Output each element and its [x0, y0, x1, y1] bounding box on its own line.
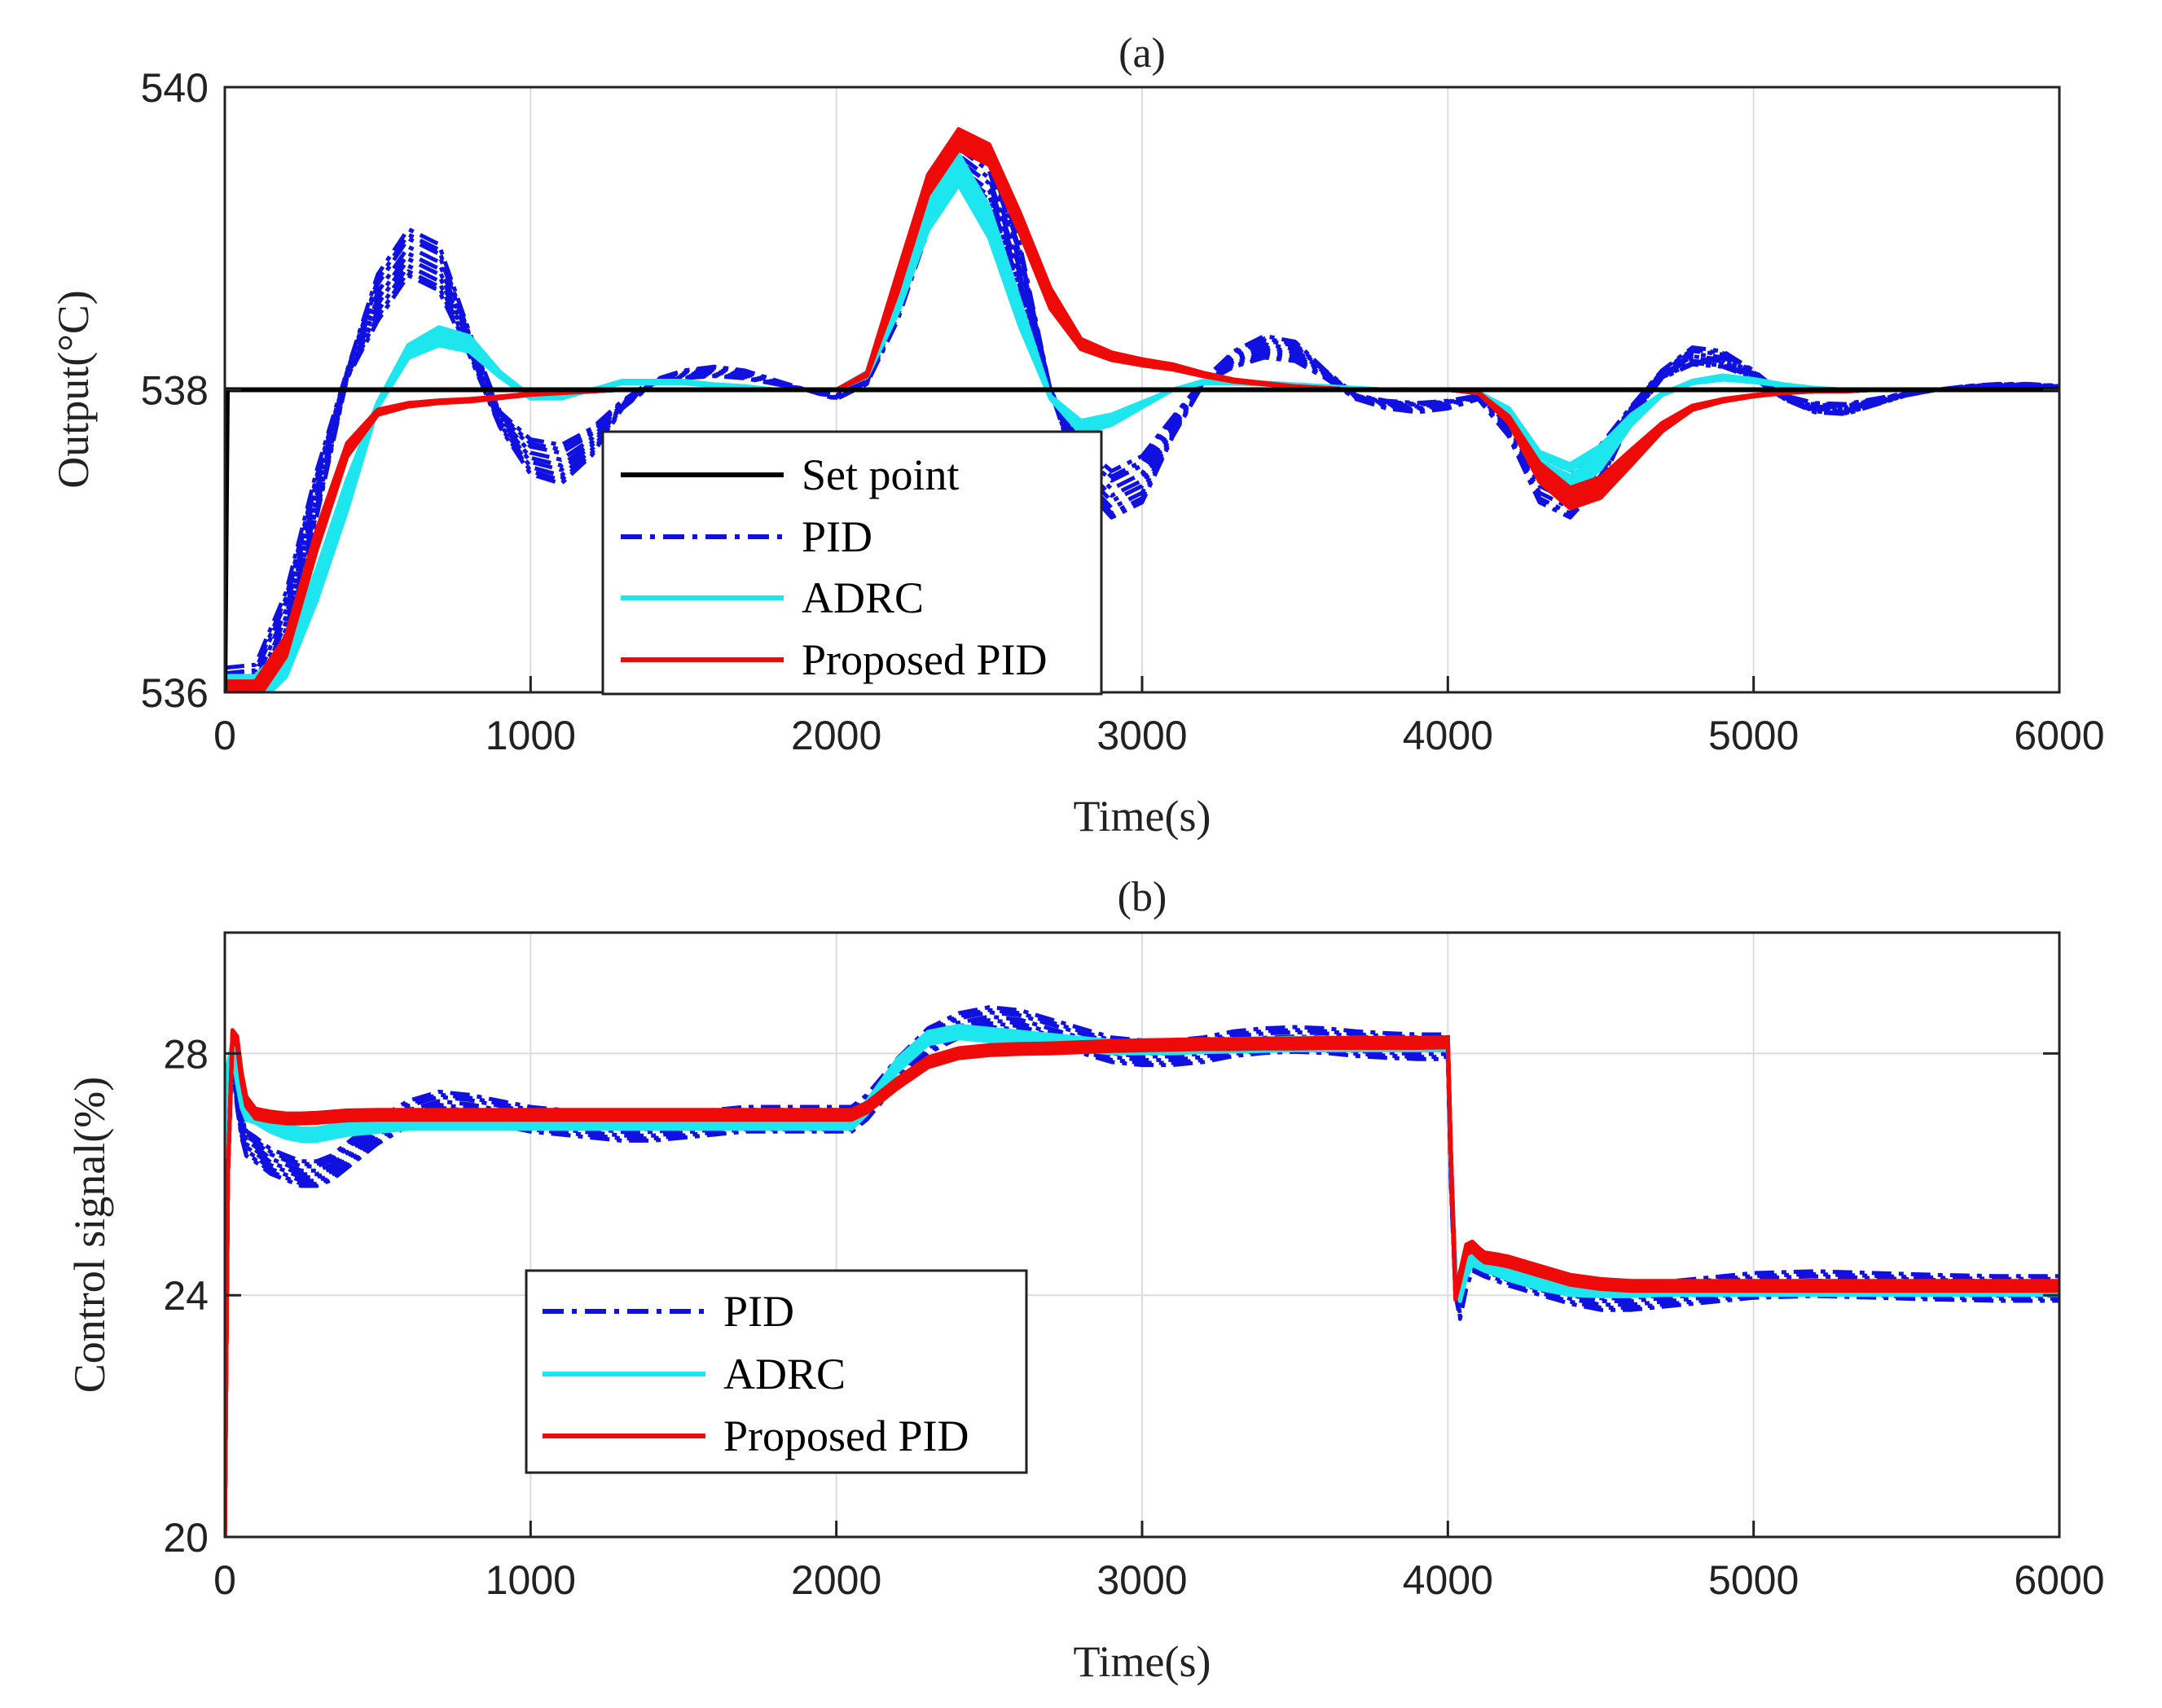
series-line-adrc	[225, 1028, 2059, 1537]
x-tick-label: 5000	[1708, 713, 1799, 758]
legend-b-proposed-label: Proposed PID	[723, 1412, 969, 1460]
y-tick-label: 536	[141, 670, 209, 716]
panel-a-ticks: 0 1000 2000 3000 4000 5000 6000 536 538 540	[141, 65, 2105, 758]
x-tick-label: 6000	[2014, 1557, 2104, 1603]
x-tick-label: 4000	[1403, 1557, 1493, 1603]
series-line-adrc	[264, 180, 2059, 692]
panel-a-xlabel: Time(s)	[1073, 792, 1211, 841]
series-line-pid	[259, 170, 2059, 692]
panel-a-legend: Set point PID ADRC Proposed PID	[601, 430, 1103, 696]
panel-b-xlabel: Time(s)	[1073, 1637, 1211, 1686]
legend-b-adrc-label: ADRC	[723, 1350, 846, 1398]
x-tick-label: 1000	[486, 713, 576, 758]
y-tick-label: 24	[163, 1273, 209, 1319]
series-line-proposed-pid	[225, 1029, 2059, 1537]
x-tick-label: 1000	[486, 1557, 576, 1603]
x-tick-label: 3000	[1096, 713, 1187, 758]
panel-b: 0 1000 2000 3000 4000 5000 6000 20 24 28 (b) Time…	[65, 874, 2105, 1686]
series-line-pid	[261, 174, 2059, 692]
series-line-proposed-pid	[225, 1034, 2059, 1537]
panel-a-lines	[225, 127, 2059, 692]
x-tick-label: 3000	[1096, 1557, 1187, 1603]
series-line-proposed-pid	[225, 1031, 2059, 1537]
x-tick-label: 0	[213, 1557, 236, 1603]
panel-a-ylabel: Output(°C)	[49, 290, 98, 489]
panel-b-legend: PID ADRC Proposed PID	[525, 1269, 1028, 1474]
legend-a-setpoint-label: Set point	[802, 450, 960, 499]
y-tick-label: 538	[141, 368, 209, 414]
y-tick-label: 28	[163, 1031, 209, 1077]
legend-b-pid-label: PID	[723, 1287, 794, 1336]
panel-b-ticks: 0 1000 2000 3000 4000 5000 6000 20 24 28	[163, 1031, 2104, 1603]
legend-a-adrc-label: ADRC	[802, 573, 924, 622]
x-tick-label: 5000	[1708, 1557, 1799, 1603]
legend-a-proposed-label: Proposed PID	[802, 635, 1048, 684]
panel-a-title: (a)	[1118, 30, 1166, 77]
series-line-pid	[257, 165, 2059, 692]
legend-a-pid-label: PID	[802, 512, 872, 561]
y-tick-label: 540	[141, 65, 209, 111]
panel-b-title: (b)	[1118, 874, 1167, 920]
x-tick-label: 2000	[791, 1557, 881, 1603]
series-line-proposed-pid	[258, 146, 2059, 692]
series-line-pid	[225, 129, 2059, 670]
panel-b-lines	[225, 1005, 2059, 1537]
y-tick-label: 20	[163, 1515, 209, 1561]
series-line-proposed-pid	[225, 1037, 2059, 1537]
series-line-pid	[225, 138, 2059, 680]
x-tick-label: 6000	[2014, 713, 2104, 758]
x-tick-label: 4000	[1403, 713, 1493, 758]
series-line-pid	[225, 134, 2059, 676]
series-line-adrc	[225, 1031, 2059, 1537]
panel-b-ylabel: Control signal(%)	[65, 1077, 114, 1393]
panel-a: 0 1000 2000 3000 4000 5000 6000 536 538 540 (a) T…	[49, 30, 2105, 841]
x-tick-label: 0	[213, 713, 236, 758]
x-tick-label: 2000	[791, 713, 881, 758]
